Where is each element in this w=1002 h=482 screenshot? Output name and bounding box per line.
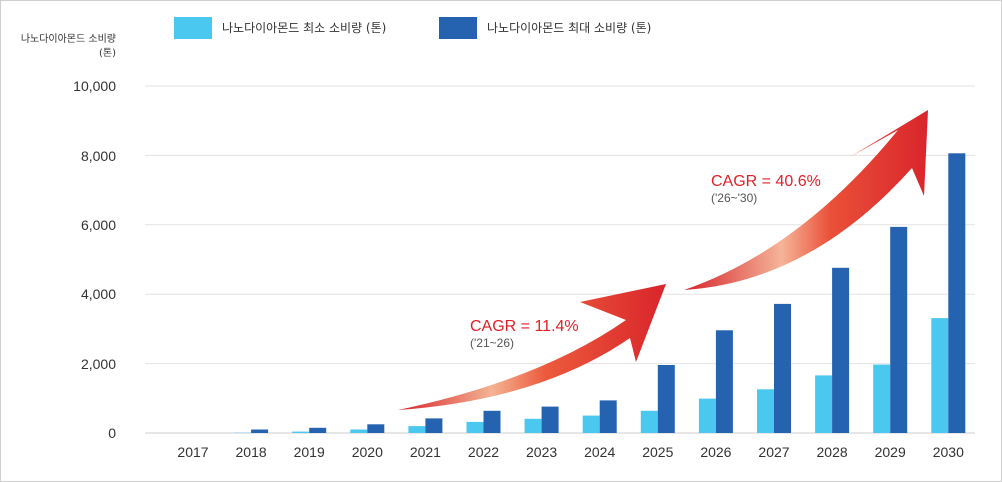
legend-swatch-max — [439, 17, 477, 39]
x-tick-label: 2026 — [700, 444, 731, 460]
x-tick-label: 2020 — [352, 444, 383, 460]
x-tick-label: 2028 — [817, 444, 848, 460]
x-tick-label: 2025 — [642, 444, 673, 460]
bar-max — [948, 153, 966, 434]
x-tick-labels: 2017 2018 2019 2020 2021 2022 2023 2024 2025 2026… — [177, 444, 964, 460]
x-tick-label: 2027 — [758, 444, 789, 460]
cagr-label-1: CAGR = 11.4% — [470, 318, 579, 335]
bar-min — [582, 415, 600, 433]
bar-min — [350, 429, 368, 433]
bars — [234, 153, 966, 434]
x-tick-label: 2021 — [410, 444, 441, 460]
x-tick-label: 2022 — [468, 444, 499, 460]
bar-min — [640, 410, 658, 433]
bar-min — [757, 389, 774, 433]
bar-max — [599, 400, 617, 433]
bar-max — [774, 303, 791, 433]
y-tick-label: 10,000 — [73, 78, 116, 94]
bar-max — [541, 406, 559, 433]
y-tick-label: 2,000 — [81, 356, 116, 372]
x-tick-label: 2024 — [584, 444, 615, 460]
cagr-period-2: ('26~'30) — [711, 191, 757, 205]
x-tick-label: 2019 — [294, 444, 325, 460]
y-tick-label: 8,000 — [81, 148, 116, 164]
legend-label-max: 나노다이아몬드 최대 소비량 (톤) — [487, 21, 651, 35]
y-tick-label: 0 — [108, 425, 116, 441]
bar-min — [698, 398, 716, 433]
bar-min — [815, 375, 833, 433]
bar-min — [292, 431, 310, 433]
gridlines — [145, 85, 975, 434]
x-tick-label: 2017 — [177, 444, 208, 460]
bar-min — [524, 418, 542, 433]
bar-min — [408, 426, 426, 433]
bar-max — [715, 330, 733, 433]
cagr-label-2: CAGR = 40.6% — [711, 173, 821, 190]
y-tick-label: 4,000 — [81, 286, 116, 302]
legend-label-min: 나노다이아몬드 최소 소비량 (톤) — [222, 21, 386, 35]
y-axis-title-line1: 나노다이아몬드 소비량 — [21, 33, 116, 45]
bar-max — [483, 410, 501, 433]
growth-arrow-1 — [398, 284, 666, 410]
bar-max — [309, 427, 327, 433]
legend-swatch-min — [174, 17, 212, 39]
bar-min — [873, 364, 891, 433]
bar-min — [931, 318, 949, 433]
bar-max — [425, 418, 443, 433]
x-tick-label: 2030 — [933, 444, 964, 460]
bar-max — [890, 226, 908, 433]
x-tick-label: 2029 — [875, 444, 906, 460]
x-tick-label: 2023 — [526, 444, 557, 460]
bar-max — [367, 424, 385, 433]
x-tick-label: 2018 — [236, 444, 267, 460]
y-tick-label: 6,000 — [81, 217, 116, 233]
bar-max — [832, 267, 850, 433]
bar-min — [466, 421, 484, 433]
growth-arrow-2 — [684, 110, 928, 290]
bar-max — [251, 429, 269, 433]
bar-max — [657, 365, 675, 433]
y-axis-title-line2: (톤) — [99, 47, 116, 59]
cagr-period-1: ('21~26) — [470, 336, 514, 350]
